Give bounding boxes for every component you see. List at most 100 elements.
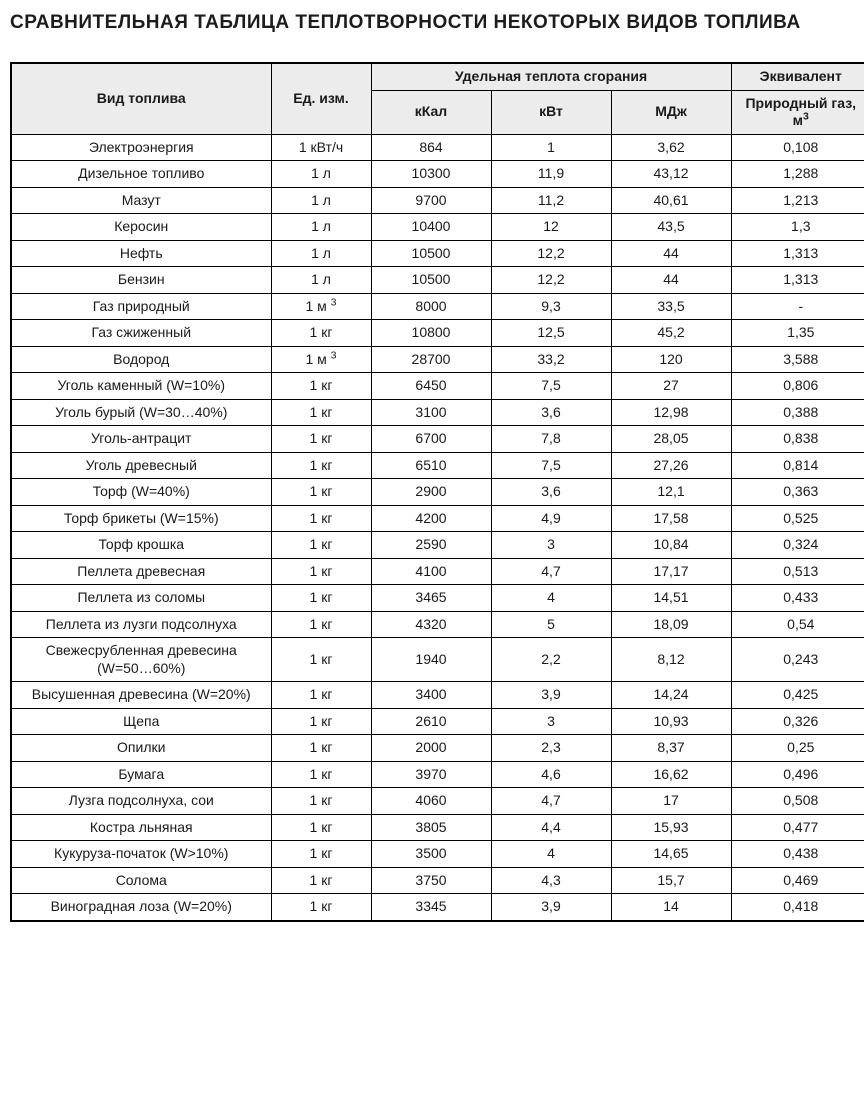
- cell-fuel: Уголь-антрацит: [11, 426, 271, 453]
- table-row: Уголь каменный (W=10%)1 кг64507,5270,806: [11, 373, 864, 400]
- cell-kw: 4,7: [491, 788, 611, 815]
- cell-kcal: 6510: [371, 452, 491, 479]
- table-row: Кукуруза-початок (W>10%)1 кг3500414,650,…: [11, 841, 864, 868]
- cell-eq: 0,363: [731, 479, 864, 506]
- cell-unit: 1 кг: [271, 373, 371, 400]
- cell-kcal: 2900: [371, 479, 491, 506]
- cell-kw: 7,5: [491, 452, 611, 479]
- cell-eq: 0,477: [731, 814, 864, 841]
- cell-mj: 10,84: [611, 532, 731, 559]
- cell-mj: 3,62: [611, 134, 731, 161]
- cell-unit: 1 кг: [271, 682, 371, 709]
- table-row: Торф крошка1 кг2590310,840,324: [11, 532, 864, 559]
- cell-mj: 12,1: [611, 479, 731, 506]
- table-row: Газ сжиженный1 кг1080012,545,21,35: [11, 320, 864, 347]
- cell-eq: 1,288: [731, 161, 864, 188]
- cell-fuel: Керосин: [11, 214, 271, 241]
- cell-mj: 43,12: [611, 161, 731, 188]
- cell-unit: 1 л: [271, 214, 371, 241]
- table-row: Опилки1 кг20002,38,370,25: [11, 735, 864, 762]
- table-row: Бензин1 л1050012,2441,313: [11, 267, 864, 294]
- cell-fuel: Водород: [11, 346, 271, 373]
- table-row: Свежесрубленная древесина (W=50…60%)1 кг…: [11, 638, 864, 682]
- cell-unit: 1 м 3: [271, 293, 371, 320]
- table-row: Пеллета из лузги подсолнуха1 кг4320518,0…: [11, 611, 864, 638]
- cell-fuel: Нефть: [11, 240, 271, 267]
- cell-fuel: Дизельное топливо: [11, 161, 271, 188]
- cell-fuel: Электроэнергия: [11, 134, 271, 161]
- col-kw: кВт: [491, 90, 611, 134]
- table-row: Водород1 м 32870033,21203,588: [11, 346, 864, 373]
- cell-fuel: Торф (W=40%): [11, 479, 271, 506]
- col-eq: Эквивалент: [731, 63, 864, 90]
- col-unit: Ед. изм.: [271, 63, 371, 134]
- page-title: СРАВНИТЕЛЬНАЯ ТАБЛИЦА ТЕПЛОТВОРНОСТИ НЕК…: [10, 12, 854, 34]
- cell-unit: 1 кг: [271, 611, 371, 638]
- table-row: Нефть1 л1050012,2441,313: [11, 240, 864, 267]
- cell-kcal: 8000: [371, 293, 491, 320]
- cell-eq: 0,326: [731, 708, 864, 735]
- cell-mj: 15,93: [611, 814, 731, 841]
- cell-mj: 14,24: [611, 682, 731, 709]
- cell-mj: 120: [611, 346, 731, 373]
- cell-mj: 44: [611, 240, 731, 267]
- cell-eq: 1,313: [731, 267, 864, 294]
- cell-eq: 0,438: [731, 841, 864, 868]
- table-row: Пеллета древесная1 кг41004,717,170,513: [11, 558, 864, 585]
- table-row: Дизельное топливо1 л1030011,943,121,288: [11, 161, 864, 188]
- col-mj: МДж: [611, 90, 731, 134]
- table-row: Лузга подсолнуха, сои1 кг40604,7170,508: [11, 788, 864, 815]
- cell-eq: 0,54: [731, 611, 864, 638]
- cell-kcal: 10300: [371, 161, 491, 188]
- cell-eq: 0,324: [731, 532, 864, 559]
- table-row: Уголь бурый (W=30…40%)1 кг31003,612,980,…: [11, 399, 864, 426]
- cell-unit: 1 кг: [271, 894, 371, 921]
- cell-kw: 2,3: [491, 735, 611, 762]
- cell-kw: 3,9: [491, 894, 611, 921]
- cell-eq: 0,25: [731, 735, 864, 762]
- cell-kcal: 6450: [371, 373, 491, 400]
- table-row: Торф (W=40%)1 кг29003,612,10,363: [11, 479, 864, 506]
- cell-eq: -: [731, 293, 864, 320]
- cell-kw: 3: [491, 708, 611, 735]
- cell-eq: 0,388: [731, 399, 864, 426]
- eq-sub-sup: 3: [803, 110, 809, 122]
- cell-eq: 0,806: [731, 373, 864, 400]
- col-heat: Удельная теплота сгорания: [371, 63, 731, 90]
- table-row: Керосин1 л104001243,51,3: [11, 214, 864, 241]
- cell-kw: 4,9: [491, 505, 611, 532]
- table-row: Солома1 кг37504,315,70,469: [11, 867, 864, 894]
- col-eq-sub: Природный газ, м3: [731, 90, 864, 134]
- table-row: Пеллета из соломы1 кг3465414,510,433: [11, 585, 864, 612]
- table-row: Костра льняная1 кг38054,415,930,477: [11, 814, 864, 841]
- cell-mj: 28,05: [611, 426, 731, 453]
- cell-eq: 3,588: [731, 346, 864, 373]
- table-row: Уголь древесный1 кг65107,527,260,814: [11, 452, 864, 479]
- cell-fuel: Пеллета древесная: [11, 558, 271, 585]
- cell-mj: 14,65: [611, 841, 731, 868]
- cell-mj: 33,5: [611, 293, 731, 320]
- cell-kcal: 3805: [371, 814, 491, 841]
- cell-unit: 1 кг: [271, 585, 371, 612]
- cell-mj: 40,61: [611, 187, 731, 214]
- cell-mj: 10,93: [611, 708, 731, 735]
- cell-unit: 1 л: [271, 240, 371, 267]
- cell-fuel: Щепа: [11, 708, 271, 735]
- cell-kw: 4,6: [491, 761, 611, 788]
- cell-kcal: 3345: [371, 894, 491, 921]
- cell-kcal: 3465: [371, 585, 491, 612]
- cell-eq: 0,513: [731, 558, 864, 585]
- cell-kcal: 6700: [371, 426, 491, 453]
- cell-unit: 1 м 3: [271, 346, 371, 373]
- cell-kw: 12,2: [491, 240, 611, 267]
- cell-mj: 17,17: [611, 558, 731, 585]
- cell-fuel: Лузга подсолнуха, сои: [11, 788, 271, 815]
- cell-fuel: Свежесрубленная древесина (W=50…60%): [11, 638, 271, 682]
- table-body: Электроэнергия1 кВт/ч86413,620,108Дизель…: [11, 134, 864, 921]
- cell-kw: 4,3: [491, 867, 611, 894]
- cell-fuel: Уголь бурый (W=30…40%): [11, 399, 271, 426]
- cell-unit: 1 л: [271, 187, 371, 214]
- cell-eq: 1,3: [731, 214, 864, 241]
- table-row: Газ природный1 м 380009,333,5-: [11, 293, 864, 320]
- cell-kw: 12,2: [491, 267, 611, 294]
